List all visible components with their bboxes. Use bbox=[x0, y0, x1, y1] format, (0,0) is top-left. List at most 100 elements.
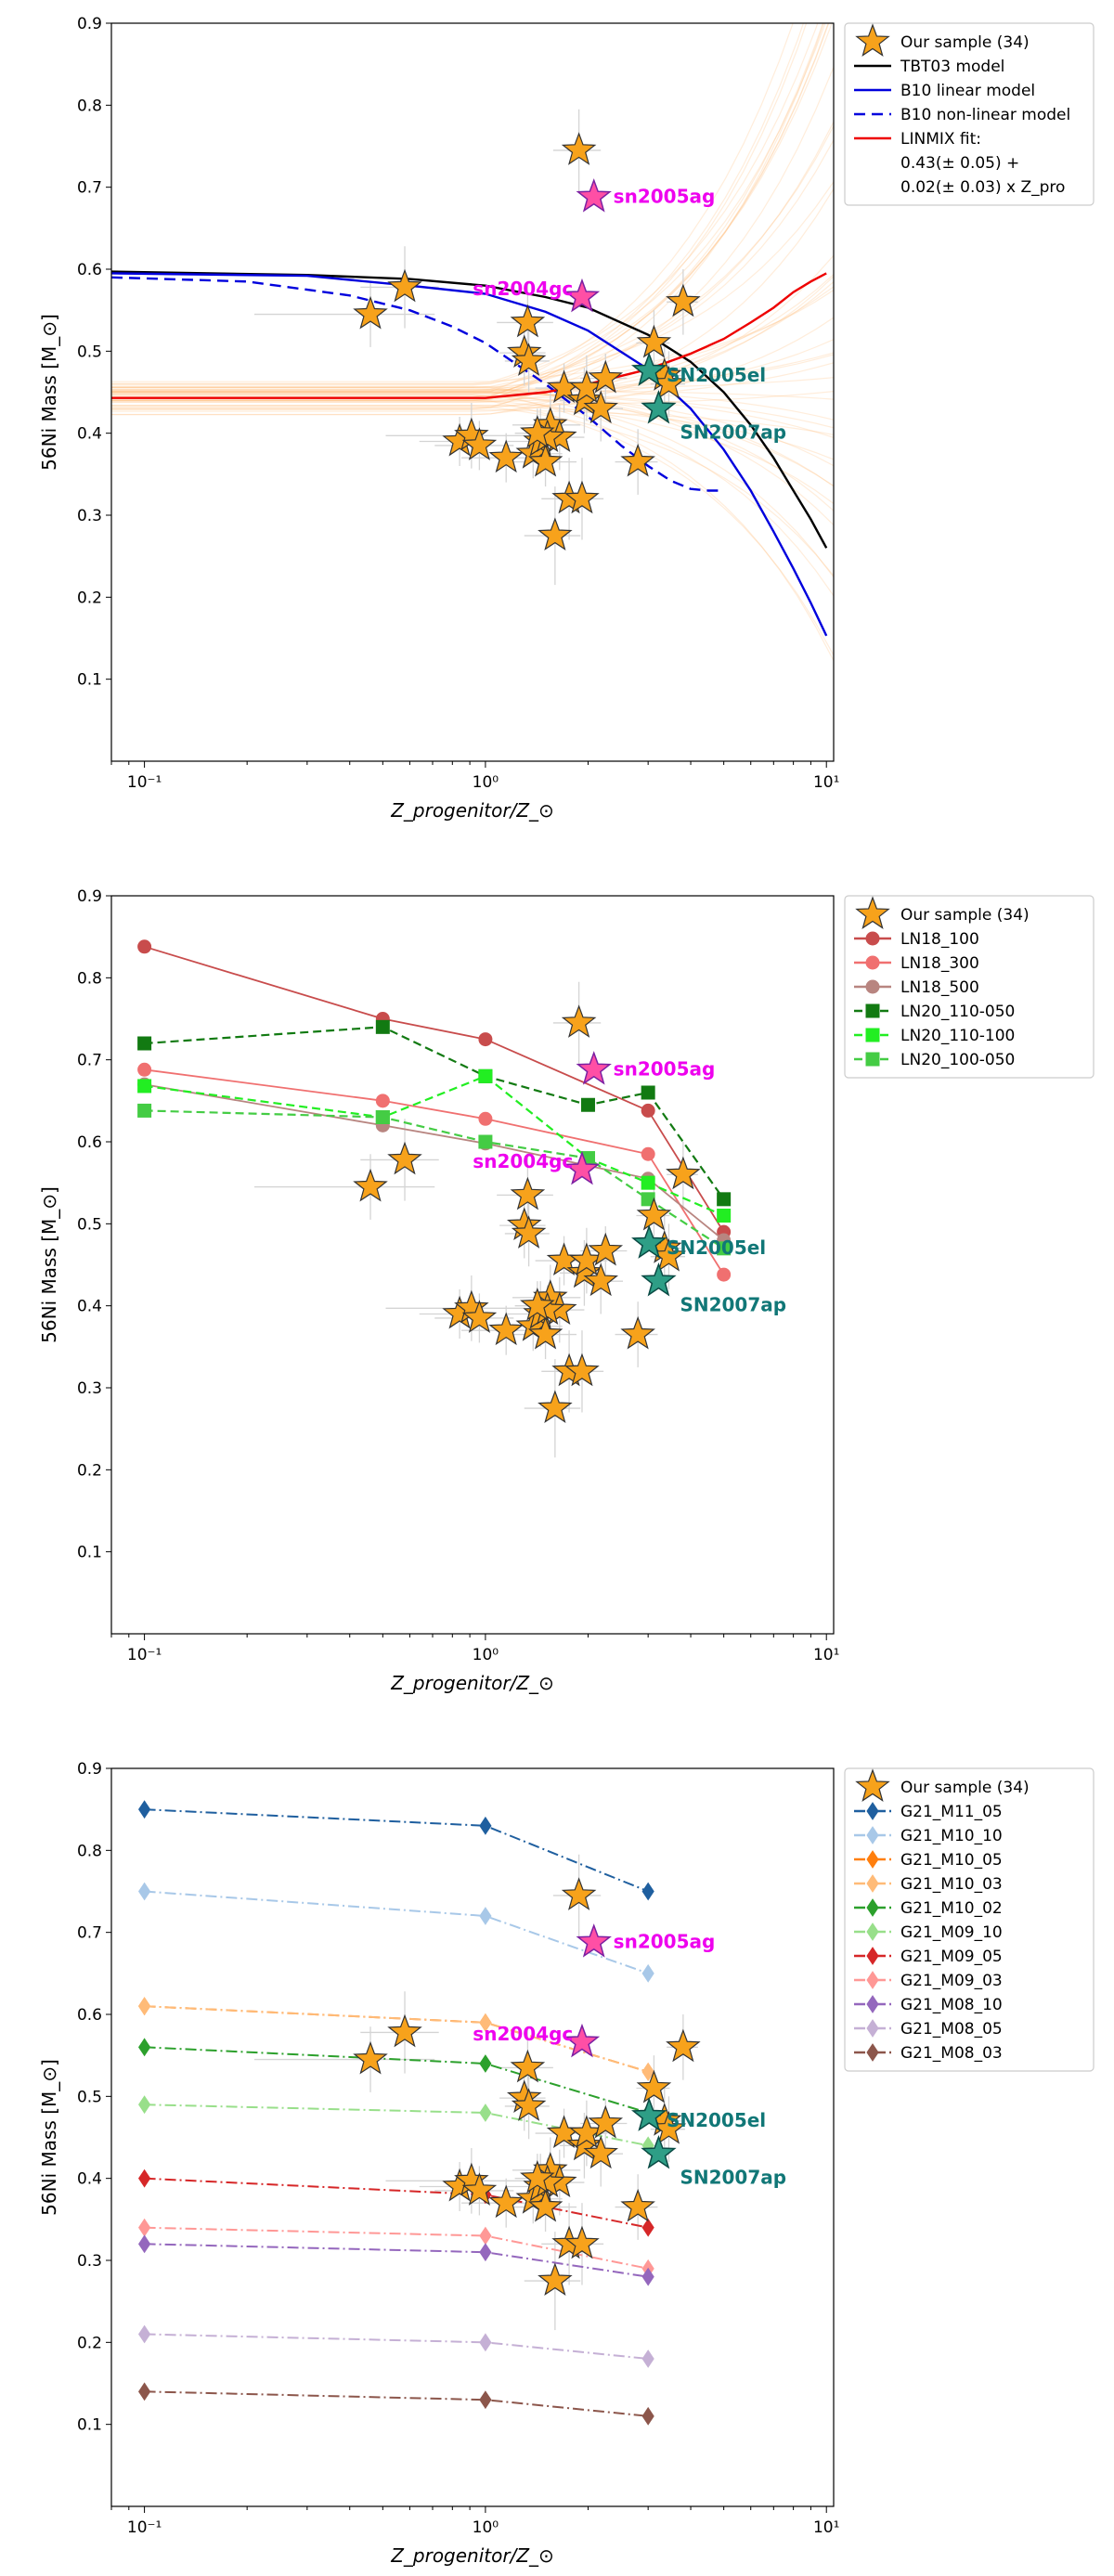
sample-star bbox=[353, 2040, 388, 2075]
series-marker-LN18_300 bbox=[137, 1062, 152, 1077]
annotation-sn2005ag: sn2005ag bbox=[614, 1057, 716, 1080]
legend-label-3: G21_M10_05 bbox=[900, 1851, 1003, 1870]
legend-label-7: G21_M09_05 bbox=[900, 1948, 1003, 1966]
series-line-LN20_110-100 bbox=[144, 1075, 725, 1217]
sample-star bbox=[561, 1877, 597, 1910]
series-line-B10 non-linear model bbox=[111, 276, 724, 492]
y-tick-label: 0.1 bbox=[77, 2416, 102, 2435]
legend-label-2: B10 linear model bbox=[900, 82, 1035, 100]
legend-marker-LN20_110-100 bbox=[865, 1028, 880, 1042]
legend-label-1: LN18_100 bbox=[900, 930, 979, 949]
sample-star bbox=[583, 2135, 618, 2169]
series-marker-G21_M10_02 bbox=[479, 2054, 492, 2073]
series-marker-G21_M09_05 bbox=[137, 2168, 151, 2188]
series-marker-G21_M10_10 bbox=[641, 1963, 654, 1983]
sample-star bbox=[387, 1141, 422, 1175]
fit-sample-line bbox=[111, 390, 834, 578]
fit-sample-line bbox=[111, 139, 834, 393]
legend-label-4: LN20_110-050 bbox=[900, 1003, 1015, 1021]
series-marker-LN20_110-100 bbox=[717, 1209, 732, 1223]
annotation-sn2004gc: sn2004gc bbox=[473, 1150, 573, 1172]
series-line-G21_M11_05 bbox=[144, 1808, 649, 1893]
series-marker-LN18_100 bbox=[641, 1103, 655, 1118]
fit-sample-line bbox=[111, 188, 834, 416]
legend-label-1: G21_M11_05 bbox=[900, 1803, 1003, 1821]
fit-sample-line bbox=[111, 23, 819, 384]
series-marker-LN18_300 bbox=[717, 1267, 732, 1282]
series-line-LN20_110-050 bbox=[144, 1026, 725, 1200]
series-line-G21_M08_05 bbox=[144, 2333, 649, 2360]
series-marker-G21_M09_10 bbox=[479, 2104, 492, 2122]
legend-label-4-line2: 0.43(± 0.05) + bbox=[900, 154, 1019, 173]
sample-star bbox=[666, 1156, 701, 1190]
y-tick-label: 0.3 bbox=[77, 507, 102, 525]
panel-1: sn2005ag sn2004gc SN2005el SN2007ap 0.1 0.2 0.… bbox=[38, 15, 1095, 822]
series-marker-LN18_100 bbox=[137, 939, 152, 954]
sample-star bbox=[583, 390, 618, 424]
annotation-SN2007ap: SN2007ap bbox=[680, 421, 786, 444]
series-marker-G21_M10_03 bbox=[479, 2013, 492, 2032]
panel-2: sn2005ag sn2004gc SN2005el SN2007ap 0.1 0.2 0.… bbox=[38, 887, 1095, 1694]
sample-star bbox=[510, 1176, 546, 1210]
annotation-SN2005el: SN2005el bbox=[667, 364, 766, 386]
sample-star bbox=[620, 1315, 655, 1350]
sample-star bbox=[461, 2172, 498, 2206]
fit-sample-line bbox=[111, 289, 834, 382]
legend-marker-G21_M09_03 bbox=[866, 1971, 879, 1989]
legend-marker-G21_M11_05 bbox=[866, 1802, 879, 1820]
series-marker-G21_M08_03 bbox=[137, 2382, 151, 2401]
legend-marker-LN18_500 bbox=[865, 979, 880, 994]
legend-star-symbol bbox=[855, 23, 890, 57]
annotation-sn2004gc: sn2004gc bbox=[473, 2023, 573, 2045]
fit-sample-line bbox=[111, 362, 834, 403]
y-tick-label: 0.5 bbox=[77, 1215, 102, 1234]
series-marker-LN20_100-050 bbox=[478, 1134, 493, 1149]
fit-sample-line bbox=[111, 67, 834, 409]
series-marker-G21_M10_03 bbox=[641, 2062, 654, 2081]
series-marker-LN18_300 bbox=[641, 1146, 655, 1161]
series-marker-G21_M08_03 bbox=[479, 2390, 492, 2410]
sample-star bbox=[566, 2127, 602, 2161]
legend-marker-G21_M08_03 bbox=[866, 2043, 879, 2062]
fit-sample-line bbox=[111, 405, 834, 460]
x-tick-label: 10⁻¹ bbox=[127, 1646, 162, 1664]
x-tick-label: 10¹ bbox=[813, 2518, 839, 2537]
legend-marker-G21_M10_03 bbox=[866, 1874, 879, 1893]
fit-sample-line bbox=[111, 23, 833, 392]
fit-sample-line bbox=[111, 181, 834, 385]
legend-label-5: G21_M10_02 bbox=[900, 1899, 1003, 1918]
series-marker-LN20_100-050 bbox=[717, 1241, 732, 1256]
panel-3: sn2005ag sn2004gc SN2005el SN2007ap 0.1 0.2 0.… bbox=[38, 1760, 1095, 2567]
legend-star-symbol bbox=[855, 1768, 890, 1802]
series-line-LN20_100-050 bbox=[144, 1109, 725, 1249]
sample-star bbox=[636, 324, 672, 358]
sample-star bbox=[564, 1353, 600, 1387]
plot-area bbox=[137, 1800, 701, 2426]
fit-sample-line bbox=[111, 395, 834, 486]
highlight-star-4 bbox=[641, 2135, 677, 2169]
fit-sample-line bbox=[111, 276, 834, 409]
x-tick-label: 10⁰ bbox=[473, 773, 499, 792]
y-tick-label: 0.5 bbox=[77, 343, 102, 361]
legend: Our sample (34) LN18_100 LN18_300 LN18_500 L… bbox=[844, 895, 1095, 1079]
fit-sample-line bbox=[111, 23, 808, 402]
y-tick-label: 0.9 bbox=[77, 887, 102, 906]
series-marker-LN18_300 bbox=[478, 1111, 493, 1126]
sample-star bbox=[666, 2028, 701, 2063]
fit-sample-line bbox=[111, 23, 794, 395]
fit-sample-line bbox=[111, 274, 834, 401]
series-line-G21_M08_10 bbox=[144, 2243, 649, 2278]
sample-star bbox=[387, 2013, 422, 2048]
fit-sample-line bbox=[111, 23, 826, 386]
sample-star bbox=[461, 1300, 498, 1333]
fit-sample-line bbox=[111, 23, 824, 410]
legend-frame bbox=[844, 895, 1095, 1079]
series-marker-G21_M08_10 bbox=[641, 2267, 654, 2286]
highlight-star-4 bbox=[641, 390, 677, 424]
fit-sample-line bbox=[111, 317, 834, 412]
annotation-SN2007ap: SN2007ap bbox=[680, 1294, 786, 1316]
highlight-star-3 bbox=[631, 1224, 667, 1259]
series-marker-LN18_300 bbox=[375, 1094, 390, 1108]
sample-star bbox=[588, 2104, 624, 2139]
